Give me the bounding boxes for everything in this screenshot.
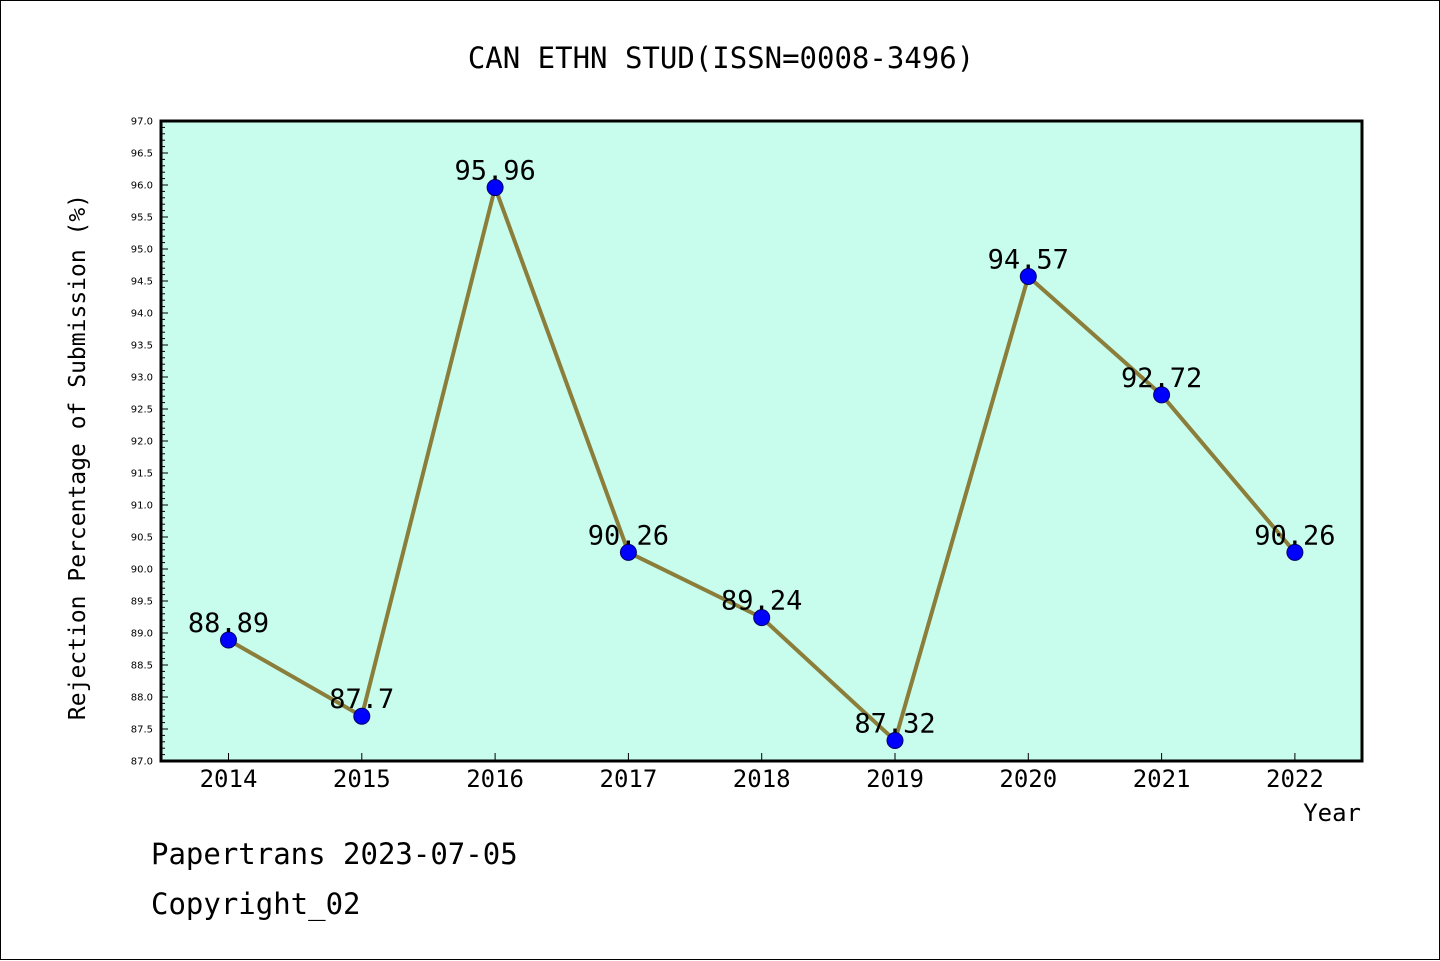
data-point bbox=[753, 609, 771, 627]
y-tick-label: 92.5 bbox=[131, 405, 153, 416]
y-tick-label: 90.5 bbox=[131, 533, 153, 544]
x-tick-label: 2014 bbox=[200, 765, 258, 793]
x-tick-label: 2022 bbox=[1266, 765, 1324, 793]
y-tick-label: 92.0 bbox=[131, 437, 153, 448]
y-tick-label: 91.0 bbox=[131, 501, 153, 512]
data-label: 90.26 bbox=[588, 520, 669, 551]
data-label: 88.89 bbox=[188, 608, 269, 639]
y-tick-label: 93.5 bbox=[131, 341, 153, 352]
y-tick-label: 97.0 bbox=[131, 117, 153, 128]
x-tick-label: 2017 bbox=[600, 765, 658, 793]
footer-date-text: Papertrans 2023-07-05 bbox=[151, 837, 518, 871]
data-point bbox=[619, 543, 637, 561]
x-tick-label: 2016 bbox=[466, 765, 524, 793]
x-tick-label: 2021 bbox=[1133, 765, 1191, 793]
data-point bbox=[486, 179, 504, 197]
data-point bbox=[353, 707, 371, 725]
x-tick-label: 2020 bbox=[999, 765, 1057, 793]
data-label: 89.24 bbox=[721, 586, 802, 617]
y-tick-label: 95.0 bbox=[131, 245, 153, 256]
plot-border bbox=[159, 119, 1364, 763]
y-tick-label: 88.5 bbox=[131, 661, 153, 672]
data-label: 87.7 bbox=[329, 684, 394, 715]
y-tick-label: 96.0 bbox=[131, 181, 153, 192]
y-tick-label: 95.5 bbox=[131, 213, 153, 224]
x-tick-label: 2015 bbox=[333, 765, 391, 793]
x-tick-label: 2018 bbox=[733, 765, 791, 793]
chart-title: CAN ETHN STUD(ISSN=0008-3496) bbox=[468, 41, 974, 75]
y-tick-label: 94.0 bbox=[131, 309, 153, 320]
data-point bbox=[1153, 386, 1171, 404]
y-tick-label: 87.0 bbox=[131, 757, 153, 768]
y-tick-label: 93.0 bbox=[131, 373, 153, 384]
data-label: 95.96 bbox=[454, 156, 535, 187]
y-tick-label: 96.5 bbox=[131, 149, 153, 160]
y-tick-label: 87.5 bbox=[131, 725, 153, 736]
data-point bbox=[1286, 543, 1304, 561]
x-tick-label: 2019 bbox=[866, 765, 924, 793]
data-label: 92.72 bbox=[1121, 363, 1202, 394]
footer-copyright-text: Copyright_02 bbox=[151, 887, 361, 921]
data-label: 94.57 bbox=[988, 245, 1069, 276]
y-tick-label: 91.5 bbox=[131, 469, 153, 480]
y-tick-label: 94.5 bbox=[131, 277, 153, 288]
y-tick-label: 90.0 bbox=[131, 565, 153, 576]
y-tick-label: 89.5 bbox=[131, 597, 153, 608]
data-label: 87.32 bbox=[854, 709, 935, 740]
data-point bbox=[886, 732, 904, 750]
x-axis-label: Year bbox=[1303, 799, 1361, 827]
data-label: 90.26 bbox=[1254, 520, 1335, 551]
data-point bbox=[220, 631, 237, 649]
y-tick-label: 89.0 bbox=[131, 629, 153, 640]
y-axis-label: Rejection Percentage of Submission (%) bbox=[65, 194, 91, 720]
data-point bbox=[1019, 268, 1037, 286]
plot-area bbox=[161, 121, 1362, 761]
y-tick-label: 88.0 bbox=[131, 693, 153, 704]
